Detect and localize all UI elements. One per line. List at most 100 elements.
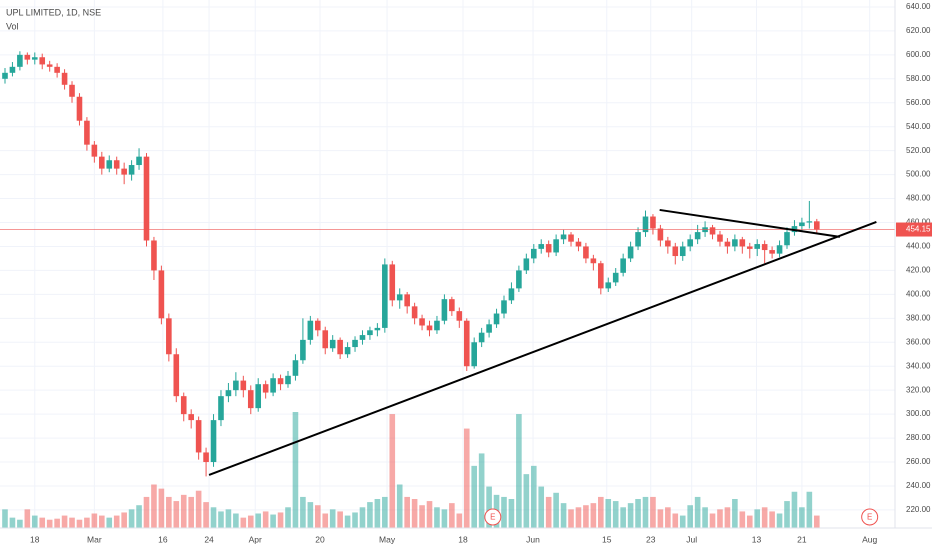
earnings-label: E (867, 513, 872, 522)
volume-bar (188, 496, 194, 528)
volume-bar (590, 503, 597, 528)
candle-body (180, 396, 187, 415)
volume-bar (441, 509, 448, 528)
volume-bar (501, 496, 507, 528)
volume-bar (69, 517, 75, 528)
candle-body (292, 360, 299, 376)
y-tick-label: 640.00 (906, 2, 931, 11)
volume-bar (754, 509, 761, 528)
volume-bar (374, 499, 381, 528)
volume-bar (300, 496, 306, 528)
volume-bar (180, 494, 187, 528)
candle-body (322, 330, 329, 349)
y-tick-label: 320.00 (906, 385, 931, 394)
volume-bar (516, 414, 522, 528)
volume-bar (389, 414, 396, 528)
volume-bar (240, 517, 247, 528)
volume-bar (612, 501, 619, 528)
candle-body (434, 320, 440, 331)
y-tick-label: 340.00 (906, 361, 931, 370)
volume-bar (799, 507, 805, 528)
volume-bar (359, 507, 366, 528)
candle-body (642, 216, 649, 233)
candle-body (158, 270, 165, 319)
volume-bar (203, 502, 209, 528)
candle-body (471, 342, 478, 367)
x-tick-label: 23 (646, 534, 656, 544)
volume-bar (642, 496, 649, 528)
candle-body (516, 270, 522, 289)
last-price-label: 454.15 (906, 225, 931, 234)
candle-body (225, 390, 232, 397)
volume-bar (329, 509, 336, 528)
candle-body (590, 258, 597, 264)
candle-body (113, 160, 120, 169)
volume-bar (739, 511, 746, 528)
candle-body (166, 318, 172, 355)
candle-body (575, 241, 582, 247)
volume-bar (598, 496, 604, 528)
candle-body (69, 84, 75, 97)
candle-body (218, 396, 224, 421)
volume-bar (449, 503, 455, 528)
candle-body (538, 244, 545, 249)
volume-bar (270, 514, 276, 528)
candle-body (806, 221, 813, 223)
volume-bar (732, 499, 738, 528)
candle-body (352, 339, 358, 348)
candle-body (270, 378, 276, 393)
x-tick-label: May (379, 534, 396, 544)
volume-bar (813, 515, 820, 528)
x-tick-label: Jun (526, 534, 540, 544)
candle-body (2, 72, 8, 79)
candle-body (24, 54, 31, 60)
volume-bar (173, 501, 180, 528)
volume-bar (545, 496, 552, 528)
candle-body (717, 234, 723, 242)
candle-body (128, 165, 135, 175)
y-tick-label: 400.00 (906, 289, 931, 298)
candle-body (17, 54, 23, 67)
x-tick-label: Aug (862, 534, 877, 544)
trend-line (659, 208, 841, 238)
candle-body (486, 324, 492, 333)
volume-bar (583, 505, 589, 528)
y-tick-label: 360.00 (906, 337, 931, 346)
candle-body (501, 300, 507, 314)
y-tick-label: 280.00 (906, 433, 931, 442)
volume-bar (195, 490, 202, 528)
volume-bar (761, 507, 768, 528)
volume-bar (292, 412, 299, 528)
volume-bar (2, 509, 8, 528)
x-tick-label: 18 (30, 534, 40, 544)
volume-bar (471, 465, 478, 528)
volume-bar (285, 507, 291, 528)
volume-bar (218, 511, 224, 528)
volume-bar (560, 503, 567, 528)
candle-body (106, 160, 113, 169)
y-tick-label: 480.00 (906, 194, 931, 203)
candle-body (709, 227, 716, 235)
volume-bar (46, 519, 53, 528)
candle-body (530, 248, 537, 259)
candle-body (76, 96, 83, 121)
candle-body (329, 339, 336, 349)
candle-body (285, 375, 291, 385)
volume-bar (277, 512, 284, 528)
candle-body (665, 240, 671, 247)
candle-body (650, 216, 656, 229)
y-tick-label: 540.00 (906, 122, 931, 131)
candle-body (612, 272, 619, 283)
candle-body (769, 250, 775, 254)
candle-body (478, 332, 485, 343)
candle-body (761, 244, 768, 251)
volume-bar (143, 496, 150, 528)
volume-bar (225, 509, 232, 528)
candle-body (545, 244, 552, 253)
volume-bar (679, 515, 686, 528)
volume-bar (24, 509, 31, 528)
candle-body (359, 335, 366, 340)
volume-bar (396, 484, 403, 528)
candle-body (598, 263, 604, 289)
